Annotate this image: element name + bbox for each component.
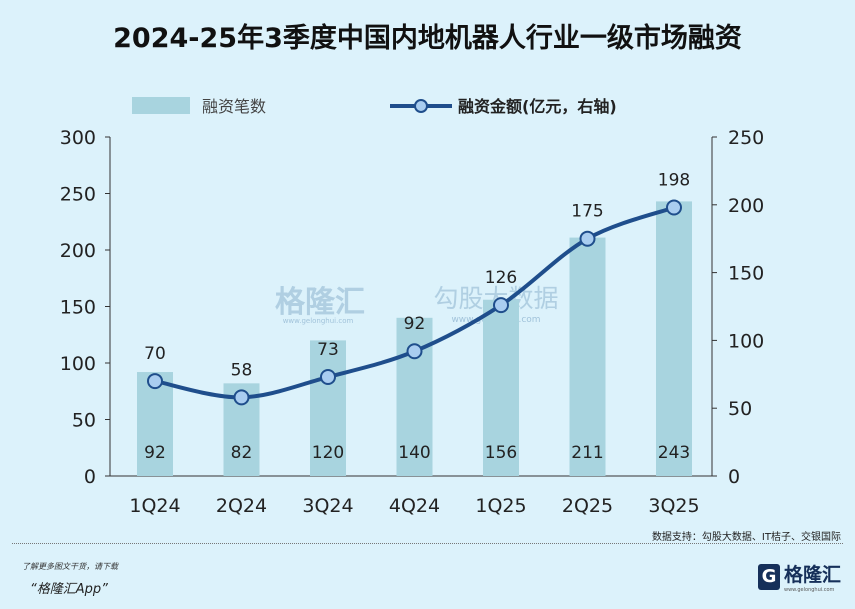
line-point bbox=[666, 199, 682, 216]
bar bbox=[569, 237, 606, 476]
chart-title: 2024-25年3季度中国内地机器人行业一级市场融资 bbox=[113, 23, 742, 54]
bar-value-label: 92 bbox=[144, 443, 166, 463]
logo: G 格隆汇 www.gelonghui.com bbox=[757, 560, 841, 593]
x-tick-label: 4Q24 bbox=[389, 495, 440, 517]
logo-url: www.gelonghui.com bbox=[783, 587, 835, 593]
line-point bbox=[406, 343, 423, 360]
line-point bbox=[320, 369, 336, 386]
left-tick-label: 100 bbox=[60, 353, 96, 375]
bar bbox=[656, 201, 692, 476]
right-tick-label: 0 bbox=[728, 466, 740, 488]
promo-text: 了解更多图文干货，请下载 bbox=[22, 562, 118, 571]
watermark-brand: 格隆汇 bbox=[275, 285, 365, 320]
bar-value-label: 82 bbox=[231, 443, 253, 463]
divider bbox=[12, 543, 843, 544]
data-source: 数据支持：勾股大数据、IT桔子、交银国际 bbox=[651, 532, 841, 543]
line-value-label: 198 bbox=[658, 171, 690, 191]
bar bbox=[137, 372, 173, 476]
left-tick-label: 300 bbox=[60, 127, 96, 149]
right-tick-label: 150 bbox=[728, 263, 764, 285]
watermark-brand-url: www.gelonghui.com bbox=[283, 317, 354, 325]
left-tick-label: 250 bbox=[60, 184, 96, 206]
promo-app: “格隆汇App” bbox=[30, 582, 108, 597]
x-tick-label: 2Q24 bbox=[216, 495, 267, 517]
line-value-label: 58 bbox=[231, 360, 253, 380]
right-tick-label: 250 bbox=[728, 127, 764, 149]
line-value-label: 126 bbox=[485, 268, 517, 288]
right-tick-label: 100 bbox=[728, 330, 764, 352]
legend-line-marker bbox=[414, 99, 428, 113]
right-tick-label: 50 bbox=[728, 398, 752, 420]
left-tick-label: 50 bbox=[72, 410, 96, 432]
line-value-label: 70 bbox=[144, 344, 166, 364]
x-tick-label: 2Q25 bbox=[562, 495, 613, 517]
bar bbox=[310, 340, 346, 476]
chart: 格隆汇www.gelonghui.com勾股大数据www.gogudata.co… bbox=[60, 97, 764, 517]
x-tick-label: 1Q25 bbox=[475, 495, 526, 517]
legend-bar-swatch bbox=[132, 97, 190, 114]
left-tick-label: 200 bbox=[60, 240, 96, 262]
line-value-label: 92 bbox=[404, 314, 426, 334]
legend-bar-label: 融资笔数 bbox=[202, 97, 266, 116]
bar-value-label: 243 bbox=[658, 443, 690, 463]
line-value-label: 175 bbox=[571, 202, 603, 222]
right-tick-label: 200 bbox=[728, 195, 764, 217]
logo-text: 格隆汇 bbox=[783, 564, 841, 586]
line-value-label: 73 bbox=[317, 340, 339, 360]
line-point bbox=[579, 230, 596, 247]
x-tick-label: 3Q24 bbox=[302, 495, 353, 517]
x-tick-label: 3Q25 bbox=[648, 495, 699, 517]
bar-value-label: 140 bbox=[398, 443, 430, 463]
logo-g-icon: G bbox=[757, 563, 780, 590]
left-tick-label: 150 bbox=[60, 297, 96, 319]
bar-value-label: 156 bbox=[485, 443, 517, 463]
line-point bbox=[233, 389, 250, 406]
bar bbox=[483, 299, 519, 476]
line-point bbox=[493, 297, 509, 314]
legend-line-label: 融资金额(亿元，右轴) bbox=[458, 97, 617, 116]
bar-value-label: 120 bbox=[312, 443, 344, 463]
left-tick-label: 0 bbox=[84, 466, 96, 488]
x-tick-label: 1Q24 bbox=[129, 495, 180, 517]
line-point bbox=[147, 373, 163, 390]
bar-value-label: 211 bbox=[571, 443, 603, 463]
